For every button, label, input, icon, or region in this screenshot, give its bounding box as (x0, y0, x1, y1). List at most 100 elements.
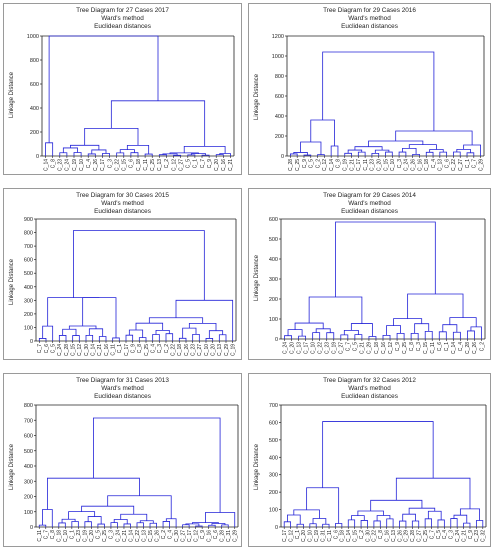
leaf-label: C_6 (444, 159, 450, 168)
leaf-label: C_12 (322, 159, 328, 171)
dendrogram-link (395, 477, 471, 509)
y-tick-label: 400 (24, 464, 33, 470)
leaf-label: C_26 (93, 159, 99, 171)
dendrogram-link (42, 509, 53, 527)
leaf-label: C_23 (370, 159, 376, 171)
leaf-label: C_25 (402, 342, 408, 354)
leaf-label: C_11 (363, 159, 369, 171)
leaf-label: C_27 (417, 530, 423, 542)
leaf-label: C_27 (458, 159, 464, 171)
y-tick-label: 600 (24, 258, 33, 264)
leaf-label: C_6 (437, 342, 443, 351)
dendrogram-link (330, 145, 339, 156)
leaf-label: C_7 (37, 344, 43, 353)
leaf-label: C_8 (50, 159, 56, 168)
dendrogram-link (463, 522, 471, 527)
leaf-label: C_1 (465, 159, 471, 168)
dendrogram-link (62, 328, 77, 336)
leaf-label: C_2 (315, 159, 321, 168)
leaf-label: C_14 (128, 530, 134, 542)
dendrogram-link (373, 520, 381, 527)
y-tick-label: 500 (269, 237, 278, 243)
leaf-label: C_20 (210, 344, 216, 356)
leaf-label: C_20 (89, 530, 95, 542)
dendrogram-link (73, 152, 82, 156)
leaf-label: C_5 (96, 530, 102, 539)
dendrogram-link (452, 331, 461, 339)
dendrogram-link (357, 510, 384, 516)
leaf-label: C_24 (282, 342, 288, 354)
y-tick-label: 100 (269, 508, 278, 514)
leaf-label: C_15 (122, 159, 128, 171)
leaf-label: C_17 (356, 159, 362, 171)
dendrogram-link (218, 334, 227, 341)
leaf-label: C_15 (148, 530, 154, 542)
dendrogram-link (47, 297, 100, 327)
y-tick-label: 700 (24, 418, 33, 424)
dendrogram-link (453, 514, 468, 524)
leaf-label: C_6 (44, 344, 50, 353)
leaf-label: C_3 (397, 159, 403, 168)
leaf-label: C_4 (442, 530, 448, 539)
dendrogram-link (47, 477, 140, 510)
dendrogram-link (298, 335, 307, 339)
dendrogram-link (138, 337, 147, 341)
dendrogram-link (475, 520, 484, 527)
dendrogram-link (98, 336, 107, 341)
leaf-label: C_19 (72, 159, 78, 171)
leaf-label: C_21 (97, 344, 103, 356)
leaf-label: C_9 (200, 530, 206, 539)
leaf-label: C_24 (455, 530, 461, 542)
leaf-label: C_14 (90, 344, 96, 356)
dendrogram-link (296, 523, 304, 527)
dendrogram-link (410, 332, 419, 339)
leaf-label: C_14 (346, 530, 352, 542)
dendrogram-link (178, 337, 187, 341)
leaf-label: C_21 (461, 530, 467, 542)
dendrogram-link (466, 152, 475, 156)
dendrogram-link (59, 152, 68, 156)
leaf-label: C_21 (360, 342, 366, 354)
leaf-label: C_4 (150, 344, 156, 353)
y-tick-label: 1000 (272, 54, 284, 60)
leaf-label: C_13 (217, 344, 223, 356)
leaf-label: C_17 (124, 344, 130, 356)
leaf-label: C_14 (329, 159, 335, 171)
dendrogram-link (110, 100, 206, 147)
dendrogram-link (437, 519, 445, 527)
leaf-label: C_10 (308, 530, 314, 542)
dendrogram-link (208, 330, 224, 339)
leaf-label: C_5 (50, 344, 56, 353)
y-tick-label: 500 (269, 438, 278, 444)
leaf-label: C_17 (303, 342, 309, 354)
leaf-label: C_2 (164, 159, 170, 168)
chart-subtitle-distance: Euclidean distances (94, 208, 151, 215)
dendrogram-link (175, 299, 234, 341)
leaf-label: C_32 (481, 530, 487, 542)
dendrogram-link (165, 518, 177, 527)
leaf-label: C_16 (221, 159, 227, 171)
leaf-label: C_23 (58, 159, 64, 171)
leaf-label: C_19 (343, 159, 349, 171)
leaf-label: C_24 (404, 159, 410, 171)
dendrogram-link (135, 322, 164, 331)
leaf-label: C_24 (115, 530, 121, 542)
leaf-label: C_26 (410, 159, 416, 171)
y-tick-label: 200 (30, 130, 39, 136)
chart-subtitle-distance: Euclidean distances (341, 23, 398, 30)
dendrogram-link (283, 521, 292, 527)
dendrogram-link (284, 335, 292, 339)
chart-panel-2013: Tree Diagram for 31 Cases 2013 Ward's me… (3, 373, 242, 547)
dendrogram-link (399, 520, 407, 527)
y-tick-label: 200 (269, 490, 278, 496)
y-tick-label: 0 (30, 525, 33, 531)
leaf-label: C_13 (391, 530, 397, 542)
dendrogram-link (110, 522, 118, 527)
leaf-label: C_10 (390, 159, 396, 171)
leaf-label: C_23 (474, 530, 480, 542)
chart-title: Tree Diagram for 30 Cases 2015 (76, 192, 169, 199)
dendrogram-link (62, 147, 78, 153)
dendrogram-link (293, 509, 320, 519)
leaf-label: C_15 (70, 344, 76, 356)
